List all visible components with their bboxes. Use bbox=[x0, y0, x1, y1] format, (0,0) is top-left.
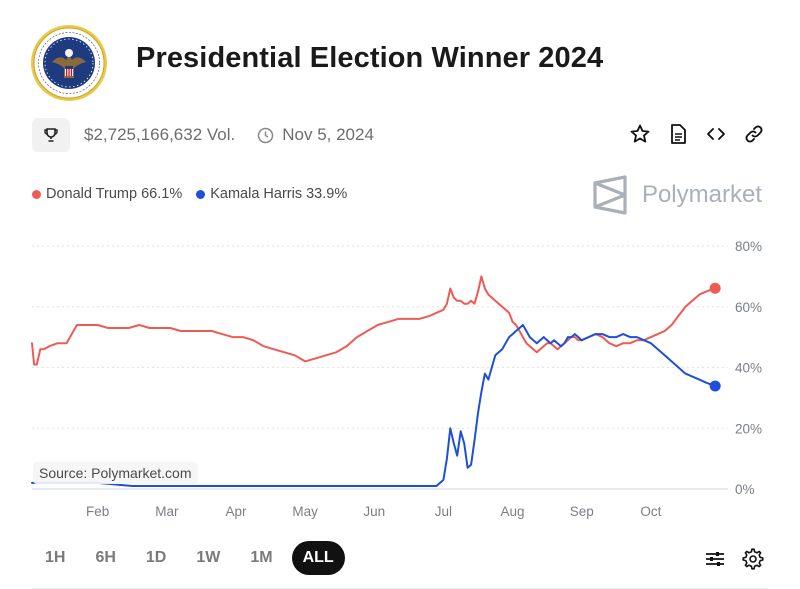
star-icon bbox=[630, 124, 650, 143]
polymarket-brand-text: Polymarket bbox=[641, 181, 762, 208]
legend-label-harris: Kamala Harris 33.9% bbox=[210, 186, 348, 202]
range-1d-button[interactable]: 1D bbox=[145, 549, 167, 566]
document-icon bbox=[671, 124, 686, 144]
legend-dot-trump bbox=[32, 189, 41, 199]
y-tick-label: 0% bbox=[735, 482, 755, 497]
gear-icon bbox=[742, 548, 764, 570]
x-axis-ticks: Feb Mar Apr May Jun Jul Aug Sep Oct bbox=[86, 504, 662, 519]
legend-dot-harris bbox=[196, 189, 206, 199]
embed-button[interactable] bbox=[704, 122, 728, 146]
chart-settings-button[interactable] bbox=[704, 548, 726, 570]
legend-label-trump: Donald Trump 66.1% bbox=[46, 186, 183, 202]
range-1m-button[interactable]: 1M bbox=[250, 549, 273, 566]
y-tick-label: 20% bbox=[735, 421, 762, 436]
price-history-chart[interactable]: 0% 20% 40% 60% 80% Feb Mar Apr May Jun Jul Aug Sep O… bbox=[0, 230, 800, 530]
chart-controls bbox=[704, 548, 764, 570]
series-endpoint-0 bbox=[709, 282, 721, 294]
y-tick-label: 60% bbox=[735, 300, 762, 315]
x-tick-label: Mar bbox=[155, 504, 179, 519]
trophy-button[interactable] bbox=[32, 118, 70, 152]
chart-legend: Donald Trump 66.1% Kamala Harris 33.9% bbox=[32, 186, 361, 202]
trophy-icon bbox=[44, 128, 58, 142]
legend-item-harris: Kamala Harris 33.9% bbox=[196, 186, 347, 202]
time-range-selector: 1H 6H 1D 1W 1M ALL bbox=[34, 541, 345, 575]
x-tick-label: Oct bbox=[640, 504, 661, 519]
x-tick-label: Jul bbox=[435, 504, 452, 519]
range-1w-button[interactable]: 1W bbox=[196, 549, 221, 566]
x-tick-label: May bbox=[292, 504, 318, 519]
gear-button[interactable] bbox=[742, 548, 764, 570]
embed-code-icon bbox=[707, 128, 725, 140]
clock-icon bbox=[258, 127, 274, 143]
y-tick-label: 40% bbox=[735, 361, 762, 376]
volume-text: $2,725,166,632 Vol. bbox=[84, 125, 236, 144]
series-line-0 bbox=[31, 275, 717, 366]
link-icon bbox=[745, 125, 763, 143]
y-axis-ticks: 0% 20% 40% 60% 80% bbox=[735, 239, 762, 497]
document-button[interactable] bbox=[666, 122, 690, 146]
x-tick-label: Feb bbox=[86, 504, 109, 519]
legend-item-trump: Donald Trump 66.1% bbox=[32, 186, 182, 202]
x-tick-label: Aug bbox=[501, 504, 525, 519]
range-6h-button[interactable]: 6H bbox=[95, 549, 116, 566]
chart-series bbox=[31, 275, 721, 487]
polymarket-logo-icon bbox=[593, 175, 627, 215]
page-title: Presidential Election Winner 2024 bbox=[136, 42, 604, 74]
market-meta: $2,725,166,632 Vol. Nov 5, 2024 bbox=[32, 118, 374, 152]
polymarket-watermark: Polymarket bbox=[592, 175, 762, 215]
chart-grid bbox=[32, 245, 728, 490]
range-all-button[interactable]: ALL bbox=[291, 541, 345, 575]
series-line-1 bbox=[31, 324, 717, 487]
sliders-icon bbox=[706, 552, 724, 566]
source-label: Source: Polymarket.com bbox=[33, 462, 198, 484]
market-actions bbox=[628, 122, 766, 146]
x-tick-label: Apr bbox=[225, 504, 247, 519]
range-1h-button[interactable]: 1H bbox=[45, 549, 66, 566]
x-tick-label: Jun bbox=[363, 504, 385, 519]
star-button[interactable] bbox=[628, 122, 652, 146]
copy-link-button[interactable] bbox=[742, 122, 766, 146]
series-endpoint-1 bbox=[709, 380, 721, 392]
end-date-text: Nov 5, 2024 bbox=[282, 125, 374, 144]
presidential-seal-icon bbox=[31, 25, 107, 101]
y-tick-label: 80% bbox=[735, 239, 762, 254]
x-tick-label: Sep bbox=[570, 504, 594, 519]
